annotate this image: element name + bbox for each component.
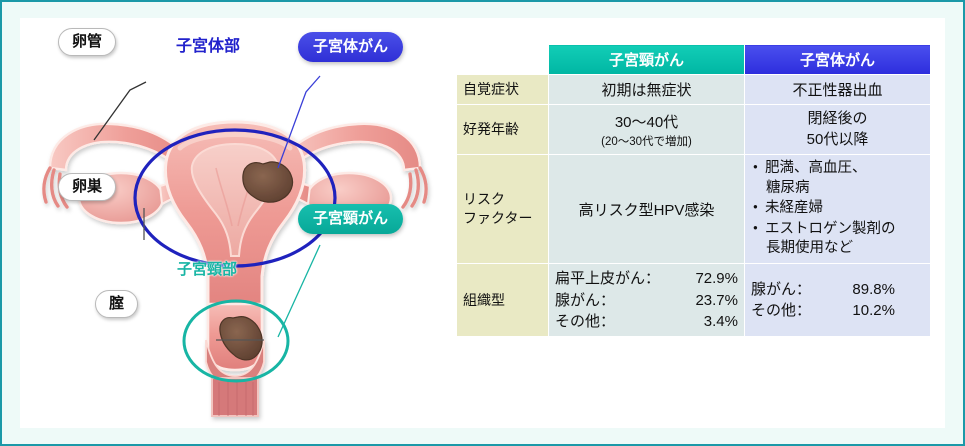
histology-pct: 72.9% — [695, 270, 738, 288]
bullet-head: 未経産婦 — [765, 200, 823, 217]
callout-cervical-cancer: 子宮頸がん — [298, 204, 404, 234]
cell-symptoms-cervical: 初期は無症状 — [548, 74, 745, 105]
age-corpus-line2: 50代以降 — [806, 130, 869, 148]
cell-risk-cervical: 高リスク型HPV感染 — [548, 154, 745, 265]
comparison-table: 子宮頸がん 子宮体がん 自覚症状 初期は無症状 不正性器出血 好発年齢 30〜4… — [456, 44, 931, 338]
cell-histology-corpus: 腺がん： 89.8% その他： 10.2% — [744, 263, 931, 338]
leader-cervical-callout — [277, 244, 321, 338]
histology-name: その他： — [555, 313, 616, 331]
table-header-row: 子宮頸がん 子宮体がん — [456, 44, 931, 75]
table-row-histology: 組織型 扁平上皮がん： 72.9% 腺がん： 23.7% その他： — [456, 263, 931, 338]
label-uterine-body: 子宮体部 — [176, 38, 241, 55]
histology-name: 扁平上皮がん： — [555, 270, 661, 288]
cell-age-cervical: 30〜40代 (20〜30代で増加) — [548, 103, 745, 156]
histology-pct: 23.7% — [695, 291, 738, 309]
list-item: 肥満、高血圧、 糖尿病 — [753, 159, 924, 198]
histology-name: 腺がん： — [751, 281, 812, 299]
label-ovary: 卵巣 — [58, 173, 117, 201]
row-label-symptoms: 自覚症状 — [456, 74, 549, 105]
histology-name: 腺がん： — [555, 291, 616, 309]
cell-histology-cervical: 扁平上皮がん： 72.9% 腺がん： 23.7% その他： 3.4% — [548, 263, 745, 338]
header-corpus-cancer: 子宮体がん — [744, 44, 931, 75]
histology-pct: 89.8% — [852, 281, 895, 299]
list-item: エストロゲン製剤の 長期使用など — [753, 220, 924, 259]
risk-corpus-bullet-list: 肥満、高血圧、 糖尿病 未経産婦 エストロゲン製剤の 長期使用など — [751, 159, 924, 258]
age-cervical-sub: (20〜30代で増加) — [601, 135, 692, 148]
list-item: 未経産婦 — [753, 199, 924, 218]
risk-label-line1: リスク — [463, 191, 505, 208]
cell-symptoms-corpus: 不正性器出血 — [744, 74, 931, 105]
header-cervical-cancer: 子宮頸がん — [548, 44, 745, 75]
row-label-histology: 組織型 — [456, 263, 549, 338]
histology-row: その他： 10.2% — [751, 300, 924, 321]
corpus-tumor — [242, 161, 294, 203]
histology-cervical-list: 扁平上皮がん： 72.9% 腺がん： 23.7% その他： 3.4% — [555, 268, 738, 332]
bullet-head: エストロゲン製剤の — [765, 220, 896, 237]
age-cervical-main: 30〜40代 — [614, 113, 679, 131]
cervix-highlight-ellipse — [182, 299, 290, 383]
callout-corpus-cancer: 子宮体がん — [298, 32, 404, 62]
table-row-risk: リスク ファクター 高リスク型HPV感染 肥満、高血圧、 糖尿病 未経産婦 — [456, 154, 931, 265]
histology-pct: 10.2% — [852, 302, 895, 320]
table-row-age: 好発年齢 30〜40代 (20〜30代で増加) 閉経後の 50代以降 — [456, 103, 931, 156]
bullet-cont: 長期使用など — [766, 240, 853, 257]
table-row-symptoms: 自覚症状 初期は無症状 不正性器出血 — [456, 74, 931, 105]
anatomy-illustration: 卵管 卵巣 腟 子宮体部 子宮頸部 子宮体がん 子宮頸がん — [20, 18, 450, 432]
content-panel: 卵管 卵巣 腟 子宮体部 子宮頸部 子宮体がん 子宮頸がん 子宮頸がん 子宮体が… — [20, 18, 945, 428]
risk-label-line2: ファクター — [463, 210, 533, 227]
histology-row: 腺がん： 23.7% — [555, 290, 738, 311]
label-vagina: 腟 — [95, 290, 139, 318]
histology-pct: 3.4% — [703, 313, 738, 331]
vaginal-rugae — [218, 382, 254, 416]
uterine-body-highlight-ellipse — [133, 128, 337, 268]
cervical-tumor — [219, 316, 263, 361]
cell-risk-corpus: 肥満、高血圧、 糖尿病 未経産婦 エストロゲン製剤の 長期使用など — [744, 154, 931, 265]
right-fimbriae — [401, 166, 428, 209]
label-cervix: 子宮頸部 — [177, 261, 238, 278]
row-label-age: 好発年齢 — [456, 103, 549, 156]
row-label-risk: リスク ファクター — [456, 154, 549, 265]
bullet-head: 肥満、高血圧、 — [765, 160, 867, 177]
cell-age-corpus: 閉経後の 50代以降 — [744, 103, 931, 156]
histology-row: その他： 3.4% — [555, 311, 738, 332]
leader-fallopian-tube — [93, 81, 147, 141]
leader-corpus-callout — [277, 75, 321, 169]
histology-row: 扁平上皮がん： 72.9% — [555, 268, 738, 289]
bullet-cont: 糖尿病 — [766, 179, 810, 196]
fundus-highlight — [177, 132, 293, 151]
histology-name: その他： — [751, 302, 812, 320]
age-corpus-line1: 閉経後の — [807, 110, 868, 127]
histology-corpus-list: 腺がん： 89.8% その他： 10.2% — [751, 279, 924, 322]
label-fallopian-tube: 卵管 — [58, 28, 117, 56]
header-blank — [456, 44, 549, 75]
histology-row: 腺がん： 89.8% — [751, 279, 924, 300]
